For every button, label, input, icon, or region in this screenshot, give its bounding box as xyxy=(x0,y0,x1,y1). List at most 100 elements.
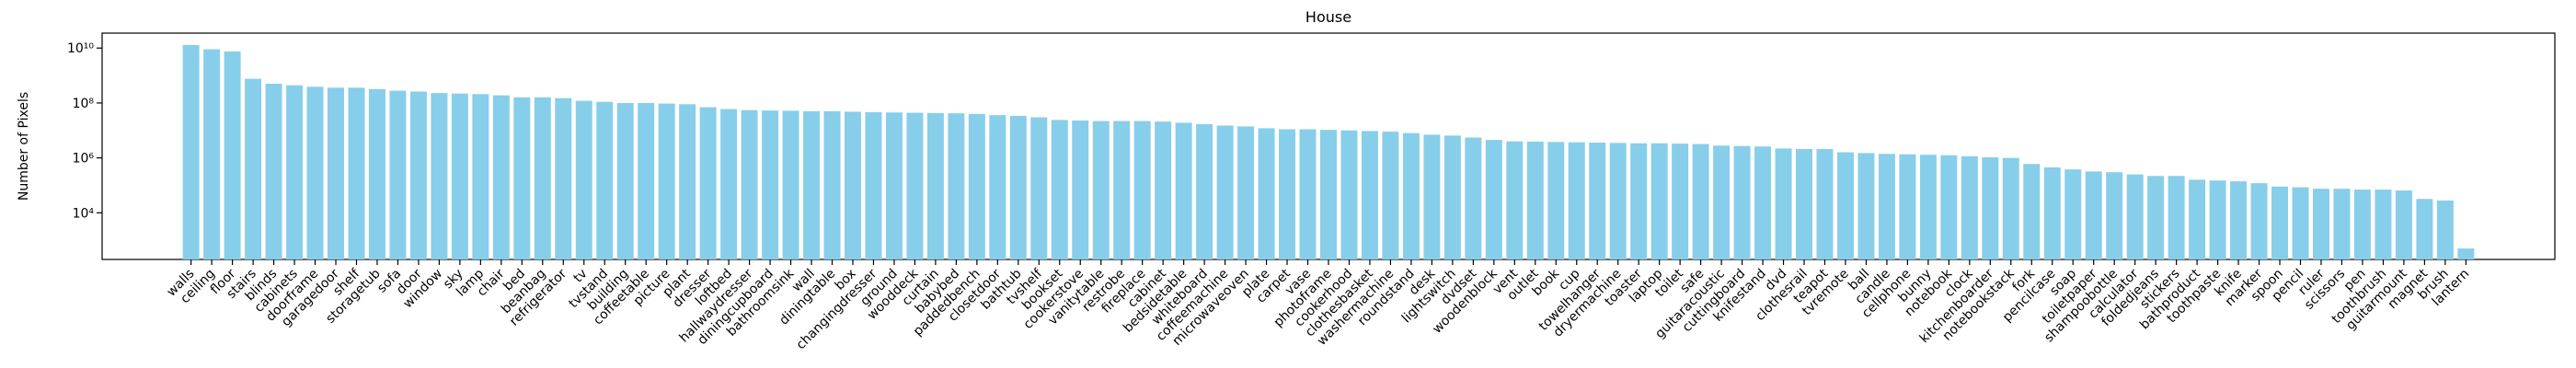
bar xyxy=(2064,169,2082,259)
bar xyxy=(2085,171,2102,259)
bar xyxy=(1940,155,1958,259)
bar xyxy=(1258,128,1275,259)
bar xyxy=(1030,117,1048,259)
bar xyxy=(596,101,614,259)
bar xyxy=(1092,121,1110,259)
bar xyxy=(492,95,510,259)
bar xyxy=(2457,248,2475,259)
bar xyxy=(1713,145,1731,259)
bar xyxy=(431,93,448,259)
bar xyxy=(224,51,241,259)
bar xyxy=(1775,148,1792,259)
bar xyxy=(1155,121,1172,259)
bar xyxy=(1506,141,1524,259)
bar xyxy=(699,107,717,259)
bar xyxy=(2436,200,2454,259)
bar xyxy=(2126,174,2144,259)
bar xyxy=(926,112,944,259)
bar xyxy=(741,109,758,260)
bar xyxy=(2168,176,2185,259)
bar xyxy=(2395,190,2412,259)
bar xyxy=(1836,152,1854,259)
bar xyxy=(306,86,324,259)
bar xyxy=(1382,132,1399,259)
bar xyxy=(1072,120,1089,259)
bar xyxy=(885,112,903,259)
bar xyxy=(1733,145,1751,259)
bar xyxy=(1216,125,1234,259)
bar xyxy=(2333,189,2351,259)
bar xyxy=(328,87,345,259)
y-tick-label: 10⁸ xyxy=(73,97,95,111)
bar xyxy=(1547,142,1565,259)
bar xyxy=(803,110,821,259)
bar xyxy=(2271,186,2289,259)
bar xyxy=(1340,130,1358,259)
bar xyxy=(265,84,282,259)
bar xyxy=(1402,132,1420,259)
bar xyxy=(1279,129,1296,259)
bar xyxy=(782,110,799,259)
bar xyxy=(245,78,262,259)
bar xyxy=(679,104,696,259)
chart-title: House xyxy=(1305,8,1351,26)
bar xyxy=(1919,155,1937,259)
bar xyxy=(2106,172,2123,259)
bar xyxy=(1133,121,1151,259)
bar xyxy=(1589,143,1606,259)
bar xyxy=(1796,148,1813,259)
bar xyxy=(1630,143,1648,259)
bar xyxy=(2043,167,2061,259)
bar xyxy=(823,110,841,259)
bar xyxy=(389,90,407,259)
bar xyxy=(1609,143,1627,259)
bar xyxy=(658,103,675,260)
bar xyxy=(451,93,468,260)
bar xyxy=(2292,187,2309,259)
bar xyxy=(1568,142,1585,259)
bar xyxy=(513,97,531,259)
bar xyxy=(1961,155,1978,259)
y-tick-label: 10¹⁰ xyxy=(67,41,94,56)
bar xyxy=(575,100,592,259)
y-tick-label: 10⁴ xyxy=(73,206,95,221)
bar xyxy=(1009,115,1027,260)
bar xyxy=(989,115,1006,259)
bar xyxy=(1175,122,1192,259)
bar xyxy=(2209,180,2226,259)
bar xyxy=(844,111,861,259)
bar xyxy=(203,49,221,259)
bar xyxy=(1692,144,1709,259)
bar xyxy=(1857,153,1875,259)
bar xyxy=(2002,157,2019,259)
bar xyxy=(2353,190,2371,259)
bar xyxy=(555,98,572,259)
y-tick-label: 10⁶ xyxy=(73,152,95,167)
bar xyxy=(2416,199,2433,259)
bar xyxy=(2312,189,2329,259)
bar xyxy=(1320,130,1337,259)
bar xyxy=(1672,144,1689,259)
bar xyxy=(968,113,985,259)
bar xyxy=(2250,183,2268,259)
bar xyxy=(1816,148,1834,259)
bar xyxy=(348,87,365,259)
bar xyxy=(865,111,882,259)
bar xyxy=(2023,164,2041,259)
bar xyxy=(1299,129,1317,259)
bar xyxy=(1650,143,1668,259)
bar xyxy=(1754,146,1772,259)
bar xyxy=(2147,176,2165,259)
bar xyxy=(1361,131,1378,259)
bar xyxy=(534,97,551,259)
bar xyxy=(948,113,965,260)
bar xyxy=(1113,121,1131,259)
bar xyxy=(616,102,634,259)
bar xyxy=(182,44,200,260)
y-axis-label: Number of Pixels xyxy=(17,92,31,201)
bar xyxy=(1051,120,1068,259)
bar xyxy=(1443,135,1461,259)
bar xyxy=(1237,126,1255,259)
bar xyxy=(1423,134,1441,259)
